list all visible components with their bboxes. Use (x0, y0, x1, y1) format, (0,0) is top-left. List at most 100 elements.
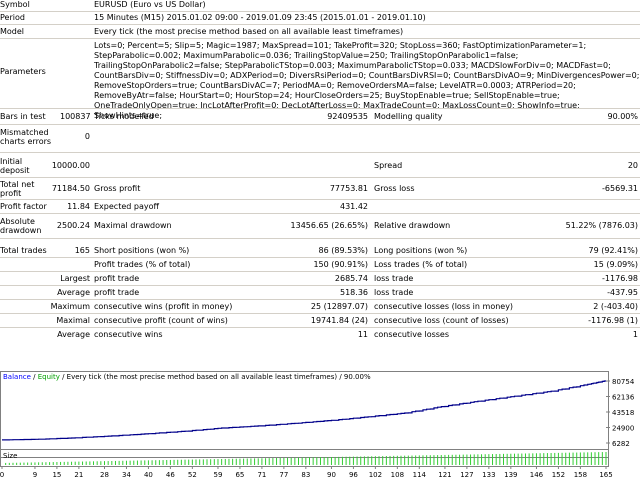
gross-profit-label: Gross profit (94, 184, 141, 193)
x-tick-label: 28 (100, 471, 109, 479)
x-tick-label: 83 (301, 471, 310, 479)
x-tick-label: 158 (574, 471, 587, 479)
modelling-quality-value: 90.00% (607, 112, 638, 121)
legend-equity: Equity (38, 373, 60, 381)
balance-chart-svg: Balance / Equity / Every tick (the most … (0, 371, 640, 480)
x-tick-label: 34 (122, 471, 131, 479)
x-tick-label: 133 (482, 471, 495, 479)
profit-trades-value: 150 (90.91%) (313, 260, 368, 269)
short-positions-label: Short positions (won %) (94, 246, 190, 255)
period-value: 15 Minutes (M15) 2015.01.02 09:00 - 2019… (94, 13, 426, 22)
maximal-drawdown-label: Maximal drawdown (94, 221, 172, 230)
loss-trades-value: 15 (9.09%) (593, 260, 638, 269)
balance-series (2, 380, 607, 441)
modelling-quality-label: Modelling quality (374, 112, 443, 121)
maximal-wins-value: 19741.84 (24) (310, 316, 368, 325)
x-ticks: 0 9 15 21 28 34 40 46 52 59 65 71 77 83 90 96 102 108 114 1… (0, 466, 613, 479)
maximal-wins-label: consecutive profit (count of wins) (94, 316, 228, 325)
absolute-drawdown-label-2: drawdown (0, 226, 42, 235)
net-profit-label-2: profit (0, 189, 22, 198)
largest-loss-label: loss trade (374, 274, 414, 283)
total-trades-label: Total trades (0, 246, 47, 255)
x-tick-label: 40 (144, 471, 153, 479)
maximum-losses-label: consecutive losses (loss in money) (374, 302, 514, 311)
gross-profit-value: 77753.81 (329, 184, 368, 193)
maximum-losses-value: 2 (-403.40) (593, 302, 638, 311)
average-profit-value: 518.36 (340, 288, 368, 297)
average-loss-value: -437.95 (607, 288, 638, 297)
period-label: Period (0, 13, 25, 22)
size-bars (5, 452, 607, 465)
largest-profit-value: 2685.74 (334, 274, 368, 283)
mismatched-label: Mismatched (0, 128, 49, 137)
symbol-label: Symbol (0, 0, 30, 9)
initial-deposit-label-2: deposit (0, 166, 30, 175)
x-tick-label: 46 (166, 471, 175, 479)
gross-loss-label: Gross loss (374, 184, 415, 193)
x-tick-label: 59 (214, 471, 223, 479)
profit-trades-label: Profit trades (% of total) (94, 260, 191, 269)
ticks-modelled-label: Ticks modelled (94, 112, 154, 121)
maximum-wins-value: 25 (12897.07) (310, 302, 368, 311)
balance-line (2, 380, 607, 441)
parameters-label: Parameters (0, 67, 46, 76)
maximal-losses-label: consecutive loss (count of losses) (374, 316, 509, 325)
net-profit-value: 71184.50 (51, 184, 90, 193)
ticks-modelled-value: 92409535 (327, 112, 368, 121)
loss-trades-label: Loss trades (% of total) (374, 260, 468, 269)
profit-factor-label: Profit factor (0, 202, 47, 211)
initial-deposit-label: Initial (0, 157, 23, 166)
gross-loss-value: -6569.31 (602, 184, 638, 193)
expected-payoff-value: 431.42 (340, 202, 368, 211)
relative-drawdown-label: Relative drawdown (374, 221, 451, 230)
initial-deposit-value: 10000.00 (51, 161, 90, 170)
x-tick-label: 21 (74, 471, 83, 479)
total-trades-value: 165 (74, 246, 90, 255)
x-tick-label: 108 (391, 471, 404, 479)
net-profit-label: Total net (0, 180, 35, 189)
x-tick-label: 0 (0, 471, 4, 479)
y-tick-label: 80754 (612, 378, 635, 386)
average-profit-label: profit trade (94, 288, 140, 297)
mismatched-label-2: charts errors (0, 137, 52, 146)
bars-in-test-value: 100837 (60, 112, 91, 121)
maximal-label: Maximal (56, 316, 90, 325)
profit-factor-value: 11.84 (67, 202, 90, 211)
average-consec-wins-value: 11 (357, 330, 368, 339)
largest-loss-value: -1176.98 (602, 274, 638, 283)
long-positions-label: Long positions (won %) (374, 246, 468, 255)
average-consec-label: Average (57, 330, 90, 339)
average-consec-losses-label: consecutive losses (374, 330, 450, 339)
expected-payoff-label: Expected payoff (94, 202, 159, 211)
y-tick-label: 6282 (612, 440, 630, 448)
x-tick-label: 152 (552, 471, 565, 479)
average-consec-losses-value: 1 (632, 330, 638, 339)
average-consec-wins-label: consecutive wins (94, 330, 163, 339)
y-tick-label: 24900 (612, 425, 634, 433)
average-loss-label: loss trade (374, 288, 414, 297)
maximal-drawdown-value: 13456.65 (26.65%) (290, 221, 368, 230)
largest-label: Largest (60, 274, 90, 283)
maximal-losses-value: -1176.98 (1) (588, 316, 638, 325)
spread-value: 20 (627, 161, 638, 170)
relative-drawdown-value: 51.22% (7876.03) (565, 221, 638, 230)
spread-label: Spread (374, 161, 403, 170)
short-positions-value: 86 (89.53%) (318, 246, 368, 255)
symbol-value: EURUSD (Euro vs US Dollar) (94, 0, 206, 9)
chart-subtitle: / Every tick (the most precise method ba… (60, 373, 371, 381)
x-tick-label: 77 (279, 471, 288, 479)
y-tick-label: 43518 (612, 409, 634, 417)
x-tick-label: 52 (188, 471, 197, 479)
x-tick-label: 165 (599, 471, 612, 479)
absolute-drawdown-label: Absolute (0, 217, 35, 226)
svg-text:Balance / Equity / Every tick: Balance / Equity / Every tick (the most … (3, 373, 371, 381)
legend-balance: Balance (3, 373, 31, 381)
maximum-label: Maximum (50, 302, 90, 311)
x-tick-label: 90 (327, 471, 336, 479)
model-value: Every tick (the most precise method base… (94, 27, 404, 36)
x-tick-label: 121 (438, 471, 451, 479)
x-tick-label: 114 (413, 471, 427, 479)
x-tick-label: 15 (52, 471, 61, 479)
size-pane-label: Size (3, 452, 17, 460)
x-tick-label: 127 (460, 471, 473, 479)
